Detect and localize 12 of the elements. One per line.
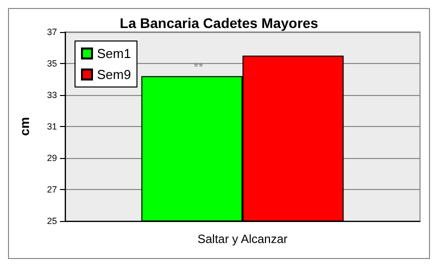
x-tick-label: Saltar y Alcanzar xyxy=(197,232,288,246)
y-tick-label: 27 xyxy=(46,184,57,194)
y-axis-title: cm xyxy=(17,117,32,136)
legend-label: Sem9 xyxy=(97,67,131,82)
y-tick-label: 37 xyxy=(46,27,57,37)
y-tick-label: 25 xyxy=(46,216,57,226)
y-tick-label: 35 xyxy=(46,58,57,68)
y-tick-label: 29 xyxy=(46,153,57,163)
legend-label: Sem1 xyxy=(97,46,131,61)
y-tick-label: 33 xyxy=(46,90,57,100)
chart-title: La Bancaria Cadetes Mayores xyxy=(120,15,318,31)
y-tick-label: 31 xyxy=(46,122,57,132)
